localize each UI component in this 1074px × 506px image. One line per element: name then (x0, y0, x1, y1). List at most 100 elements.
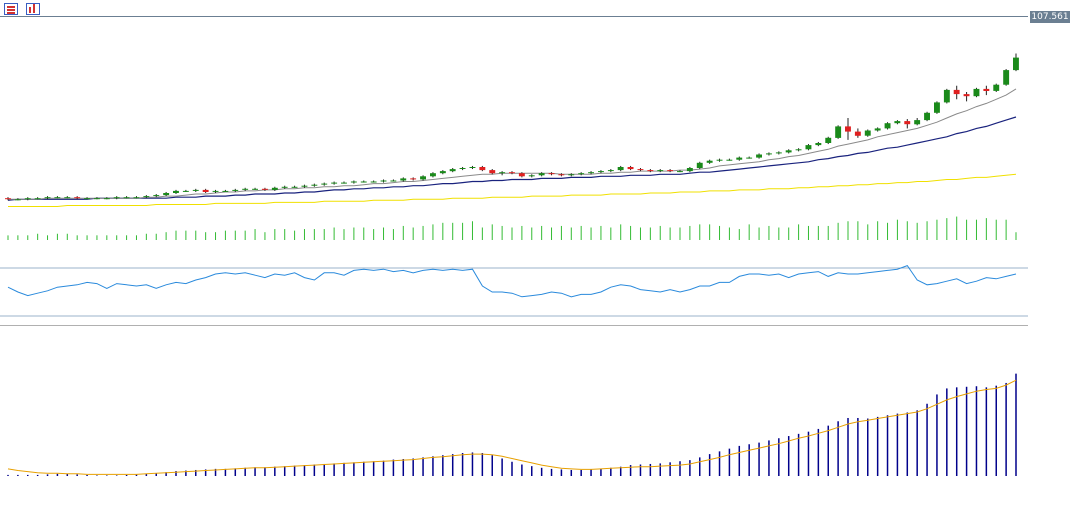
candle-up (696, 162, 703, 168)
candle-up (746, 157, 753, 159)
candle-up (350, 181, 357, 183)
candle-up (538, 173, 545, 176)
candle-down (637, 169, 644, 171)
candle-up (775, 152, 782, 154)
candle-up (785, 150, 792, 153)
candle-up (766, 153, 772, 155)
candle-up (222, 190, 229, 192)
candle-up (133, 197, 140, 199)
candle-up (706, 160, 713, 163)
candle-down (983, 88, 990, 91)
candle-up (499, 172, 506, 174)
candle-up (598, 171, 604, 173)
rsi-line (7, 264, 1017, 298)
candle-up (617, 167, 624, 171)
macd-signal-line (7, 379, 1017, 475)
candle-up (568, 174, 575, 176)
chart-settings-icon-bar (33, 4, 35, 13)
candle-up (924, 112, 930, 121)
candle-down (647, 170, 654, 172)
candle-up (232, 189, 239, 191)
candle-up (607, 170, 614, 172)
candle-up (726, 159, 733, 161)
candle-down (489, 170, 496, 174)
candle-up (94, 198, 100, 200)
candle-up (825, 137, 832, 143)
candle-up (281, 186, 288, 188)
candle-up (341, 182, 347, 184)
candle-down (854, 131, 861, 136)
candle-down (262, 188, 268, 190)
candle-down (953, 89, 960, 95)
candle-up (400, 178, 407, 181)
candle-up (588, 172, 594, 174)
candle-up (192, 189, 199, 191)
candle-up (14, 199, 21, 201)
candle-up (914, 120, 921, 125)
candle-up (380, 180, 387, 182)
candle-up (311, 184, 318, 186)
candle-up (805, 145, 812, 150)
candle-up (370, 181, 377, 183)
candle-up (103, 198, 110, 200)
candle-up (716, 159, 723, 161)
candle-up (657, 170, 664, 172)
candle-down (627, 167, 634, 170)
candle-down (963, 94, 970, 97)
candle-up (153, 195, 160, 197)
candle-up (291, 186, 298, 188)
candle-up (360, 181, 367, 183)
candle-up (795, 149, 802, 151)
candle-up (173, 190, 179, 193)
candle-up (123, 197, 130, 199)
candle-up (973, 88, 980, 97)
candle-down (904, 121, 911, 125)
candle-up (736, 157, 743, 160)
candle-up (182, 190, 189, 192)
chart-settings-icon[interactable] (26, 3, 40, 15)
candle-up (578, 173, 585, 175)
candle-down (548, 173, 555, 175)
candle-down (667, 170, 674, 172)
candle-up (459, 168, 466, 169)
candle-up (439, 171, 446, 174)
candle-up (528, 175, 535, 177)
candle-up (64, 197, 71, 199)
candle-up (163, 193, 170, 196)
ma-short-line (8, 88, 1017, 200)
candle-up (677, 171, 683, 173)
candle-up (390, 180, 397, 182)
candle-up (34, 198, 41, 200)
candle-up (993, 84, 1000, 91)
candle-up (756, 154, 762, 158)
candle-up (430, 173, 436, 177)
candle-up (864, 130, 871, 136)
current-price-label: 107.561 (1030, 11, 1070, 23)
candle-down (558, 174, 565, 176)
candle-up (84, 198, 90, 200)
candle-up (420, 176, 426, 180)
candle-down (845, 126, 851, 132)
candle-down (509, 172, 515, 174)
candle-up (212, 190, 219, 192)
chart-settings-icon-bar (29, 7, 31, 13)
candle-up (301, 185, 308, 187)
candle-up (874, 128, 881, 131)
list-icon[interactable] (4, 3, 18, 15)
candle-up (1003, 70, 1010, 85)
list-icon-line (7, 9, 15, 11)
candle-up (1013, 57, 1019, 71)
candle-down (74, 197, 81, 199)
candle-down (202, 189, 209, 192)
candle-up (242, 188, 249, 190)
candle-up (113, 197, 120, 199)
candle-up (835, 126, 842, 138)
candle-up (469, 167, 476, 168)
candle-up (271, 187, 278, 190)
candle-up (252, 188, 258, 190)
candle-up (44, 197, 51, 199)
ma-long-line (8, 173, 1017, 207)
candle-down (518, 173, 525, 177)
candle-up (884, 123, 891, 129)
